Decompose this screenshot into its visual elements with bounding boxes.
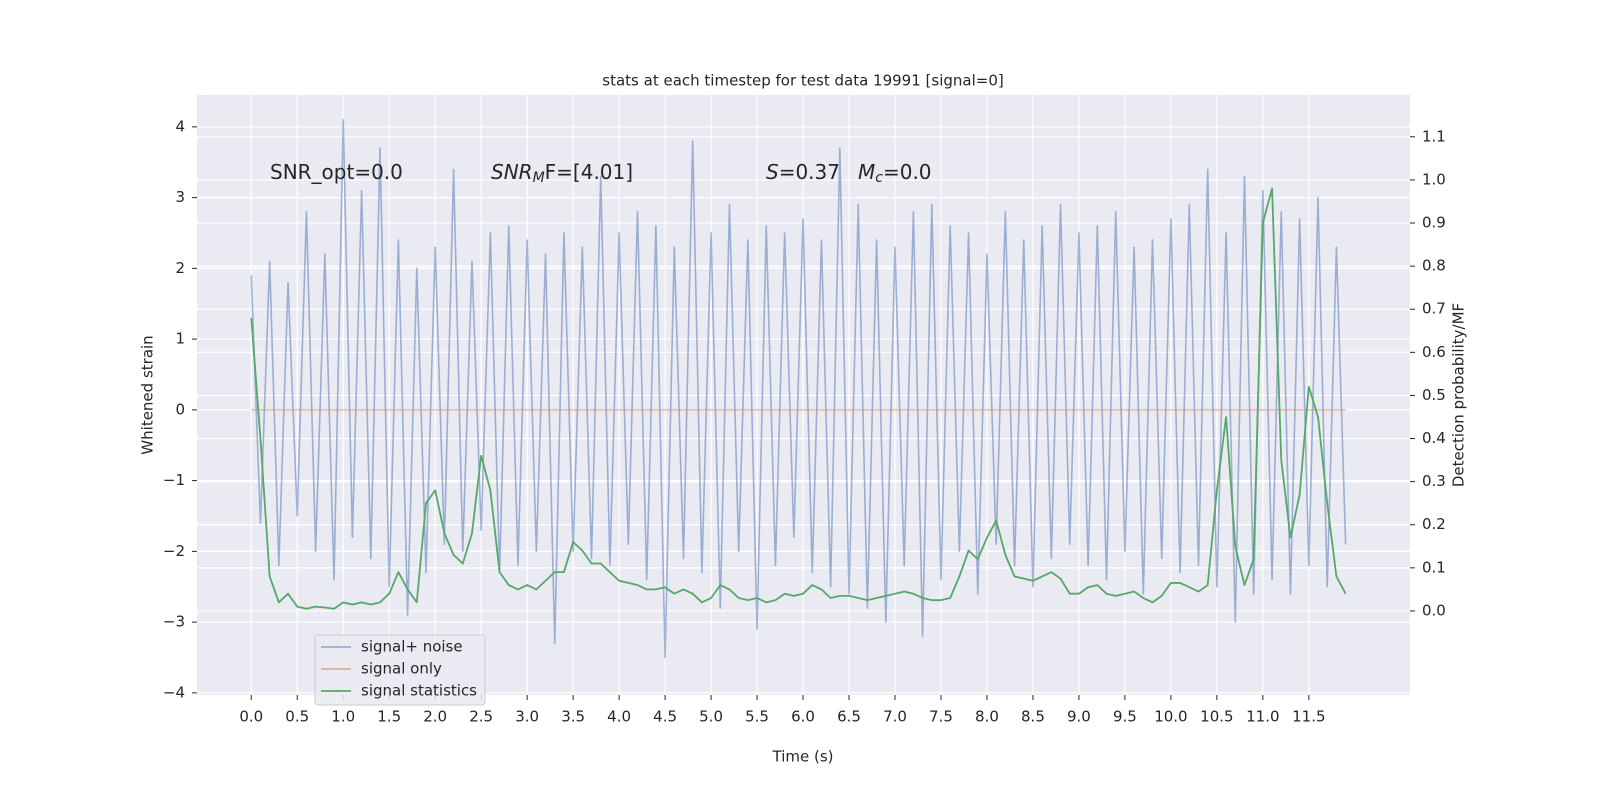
y2-tick-label: 0.6: [1422, 343, 1446, 361]
y2-tick-label: 0.8: [1422, 257, 1446, 275]
x-tick-label: 0.5: [285, 708, 309, 726]
y2-tick-label: 1.1: [1422, 127, 1446, 145]
y2-tick-label: 0.1: [1422, 558, 1446, 576]
annotation: Mc=0.0: [858, 160, 932, 187]
y-tick-label: −4: [163, 683, 185, 701]
x-axis-label: Time (s): [772, 748, 834, 766]
annotation-base: S: [766, 160, 779, 184]
x-tick-label: 7.5: [929, 708, 953, 726]
annotation-rest: =0.37: [779, 160, 840, 184]
x-tick-label: 10.0: [1154, 708, 1187, 726]
x-tick-label: 4.5: [653, 708, 677, 726]
x-tick-label: 9.0: [1067, 708, 1091, 726]
y-tick-label: −1: [163, 471, 185, 489]
y-tick-label: 0: [175, 400, 185, 418]
annotation: S=0.37: [766, 160, 840, 184]
legend-label: signal statistics: [361, 682, 477, 700]
legend-box: [314, 634, 486, 706]
legend-label: signal+ noise: [361, 638, 463, 656]
x-tick-label: 2.5: [469, 708, 493, 726]
y-tick-label: −2: [163, 542, 185, 560]
x-tick-label: 1.5: [377, 708, 401, 726]
x-tick-label: 9.5: [1113, 708, 1137, 726]
chart-title: stats at each timestep for test data 199…: [602, 72, 1003, 90]
y2-tick-label: 0.0: [1422, 601, 1446, 619]
x-tick-label: 5.0: [699, 708, 723, 726]
x-tick-label: 3.5: [561, 708, 585, 726]
annotation: SNR_opt=0.0: [270, 160, 403, 184]
y2-tick-label: 1.0: [1422, 170, 1446, 188]
y2-tick-label: 0.3: [1422, 472, 1446, 490]
x-tick-label: 11.0: [1246, 708, 1279, 726]
annotation-text: SNR_opt=0.0: [270, 160, 403, 184]
y-tick-label: 2: [175, 259, 185, 277]
series-line: [250, 118, 1347, 659]
annotation-sub: M: [533, 170, 545, 186]
x-tick-label: 8.5: [1021, 708, 1045, 726]
y2-tick-label: 0.4: [1422, 429, 1446, 447]
annotation: SNRMF=[4.01]: [491, 160, 633, 187]
y2-tick-label: 0.7: [1422, 300, 1446, 318]
series-line: [250, 187, 1347, 610]
y-tick-label: 1: [175, 330, 185, 348]
annotation-base: SNR: [491, 160, 533, 184]
annotation-rest: F=[4.01]: [545, 160, 633, 184]
x-tick-label: 7.0: [883, 708, 907, 726]
y2-tick-label: 0.5: [1422, 386, 1446, 404]
y-tick-label: −3: [163, 613, 185, 631]
x-tick-label: 11.5: [1292, 708, 1325, 726]
y-tick-label: 4: [175, 117, 185, 135]
y2-axis-label: Detection probability/MF: [1450, 303, 1468, 487]
x-tick-label: 3.0: [515, 708, 539, 726]
legend-label: signal only: [361, 660, 442, 678]
y2-tick-label: 0.2: [1422, 515, 1446, 533]
x-tick-label: 5.5: [745, 708, 769, 726]
x-tick-label: 10.5: [1200, 708, 1233, 726]
x-tick-label: 4.0: [607, 708, 631, 726]
x-tick-label: 6.0: [791, 708, 815, 726]
y-tick-label: 3: [175, 188, 185, 206]
x-tick-label: 6.5: [837, 708, 861, 726]
annotation-rest: =0.0: [883, 160, 932, 184]
y2-tick-label: 0.9: [1422, 214, 1446, 232]
x-tick-label: 0.0: [239, 708, 263, 726]
x-tick-label: 2.0: [423, 708, 447, 726]
x-tick-label: 8.0: [975, 708, 999, 726]
y-axis-label: Whitened strain: [139, 335, 157, 454]
annotation-base: M: [858, 160, 875, 184]
annotation-sub: c: [875, 170, 883, 186]
x-tick-label: 1.0: [331, 708, 355, 726]
